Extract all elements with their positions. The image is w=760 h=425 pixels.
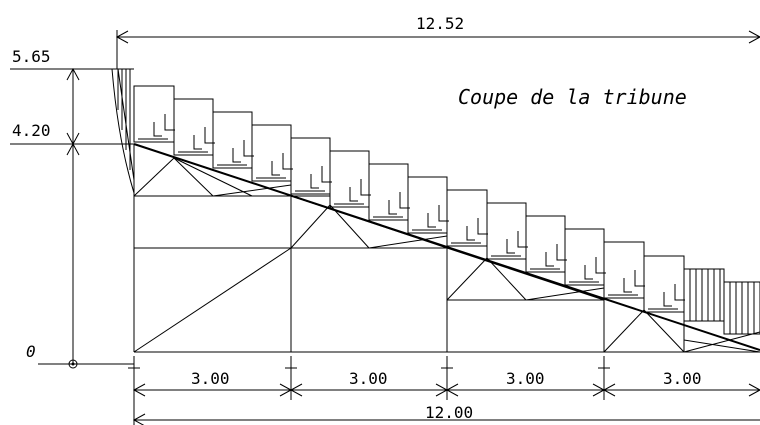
bay-4-label: 3.00 xyxy=(663,369,702,388)
bay-dimensions: 3.00 3.00 3.00 3.00 xyxy=(128,356,760,425)
seat-symbol xyxy=(491,231,528,260)
drawing-title: Coupe de la tribune xyxy=(458,85,687,109)
seat-symbol xyxy=(256,153,293,182)
vertical-dimension-line xyxy=(66,67,80,369)
seat-symbol xyxy=(569,257,606,286)
bay-3-label: 3.00 xyxy=(506,369,545,388)
seat-symbol xyxy=(334,179,371,208)
back-wall-hatch xyxy=(117,68,135,181)
bay-2-label: 3.00 xyxy=(349,369,388,388)
seat-rows xyxy=(133,85,760,335)
overall-width-label: 12.52 xyxy=(416,14,464,33)
level-label-base: 0 xyxy=(26,342,36,361)
bay-1-label: 3.00 xyxy=(191,369,230,388)
seat-symbol xyxy=(295,166,332,195)
overall-width-dimension: 12.52 xyxy=(115,14,760,69)
seat-symbol xyxy=(412,205,449,234)
seat-symbol xyxy=(138,114,175,143)
level-label-mid: 4.20 xyxy=(12,121,51,140)
seat-symbol xyxy=(530,244,567,273)
seat-symbol xyxy=(373,192,410,221)
seat-symbol xyxy=(178,127,215,156)
level-label-top: 5.65 xyxy=(12,47,51,66)
seat-symbol xyxy=(608,270,645,299)
rake-line xyxy=(133,143,760,351)
tribune-structure xyxy=(111,68,760,353)
total-base-label: 12.00 xyxy=(425,403,473,422)
seat-symbol xyxy=(451,218,488,247)
hatched-seat-blocks xyxy=(683,268,760,335)
total-base-dimension: 12.00 xyxy=(132,403,760,425)
level-labels: 5.65 4.20 0 xyxy=(10,47,134,365)
seat-symbol xyxy=(648,284,685,313)
datum-marker xyxy=(68,359,78,369)
seat-symbol xyxy=(217,140,254,169)
